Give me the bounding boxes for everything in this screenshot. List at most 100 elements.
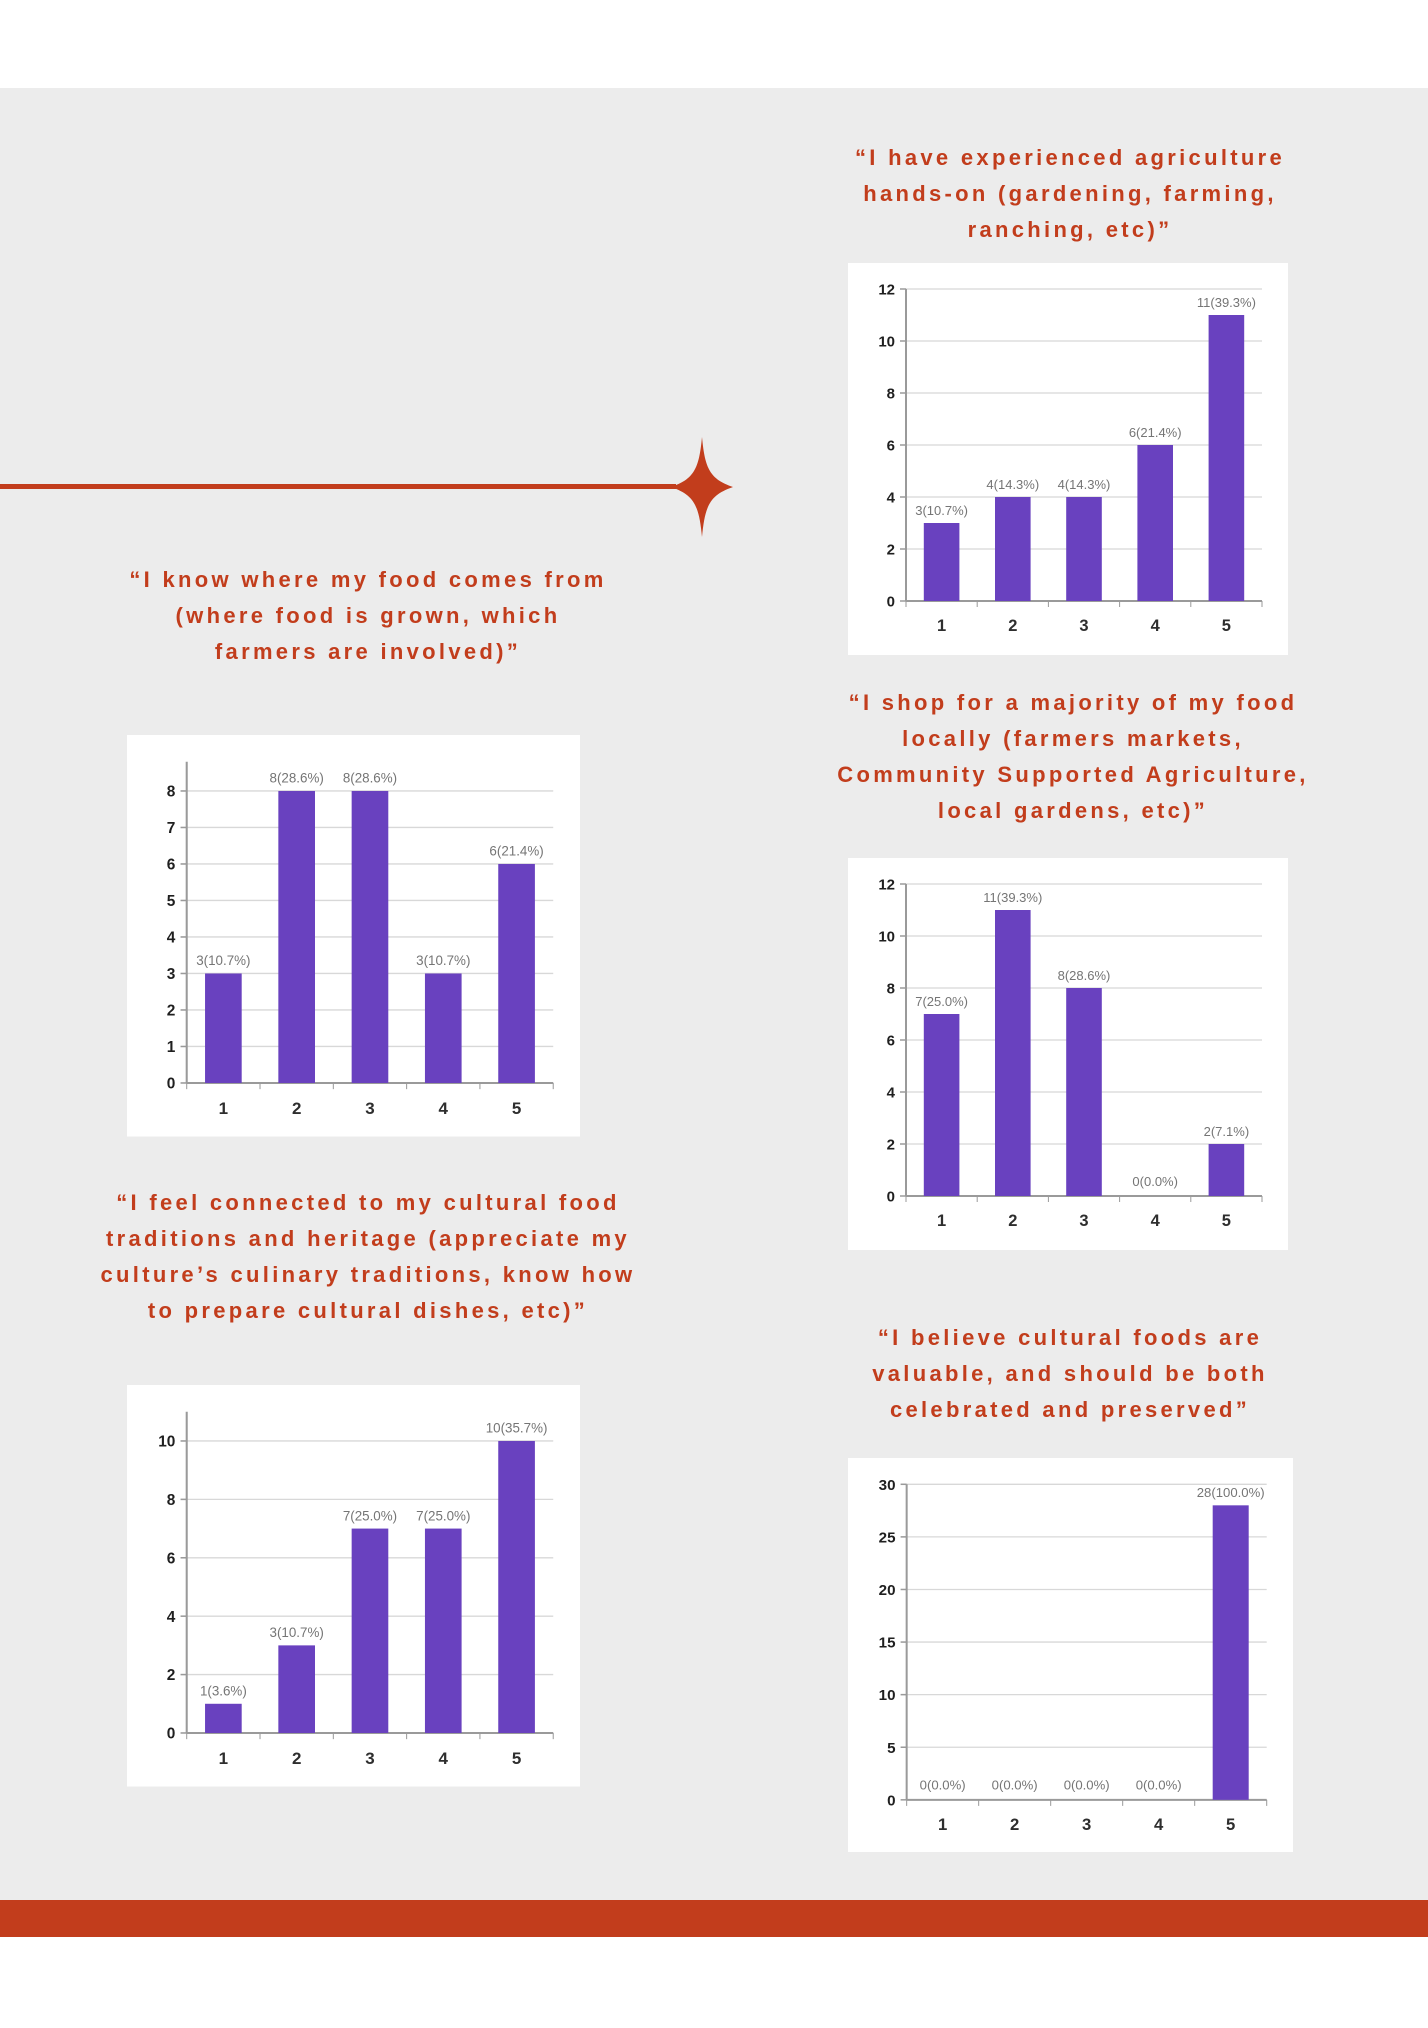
bar-chart-shop-locally: 0 2 4 6 8 10 12 7(25.0%) 1 11(39.3%) 2 8(28.6%) 3 0(0… <box>848 858 1288 1248</box>
svg-text:1(3.6%): 1(3.6%) <box>200 1684 247 1699</box>
svg-text:8(28.6%): 8(28.6%) <box>1058 968 1111 983</box>
svg-text:3: 3 <box>1079 617 1088 635</box>
chart-card: 0 2 4 6 8 10 12 7(25.0%) 1 11(39.3%) 2 8(28.6%) 3 0(0… <box>848 858 1288 1250</box>
svg-text:1: 1 <box>938 1815 947 1834</box>
svg-text:3: 3 <box>365 1099 374 1118</box>
svg-text:10: 10 <box>878 334 895 351</box>
svg-text:5: 5 <box>1222 1212 1231 1230</box>
svg-text:0(0.0%): 0(0.0%) <box>992 1778 1038 1793</box>
bar-chart-agriculture: 0 2 4 6 8 10 12 3(10.7%) 1 4(14.3%) 2 4(14.3%) 3 6(21… <box>848 263 1288 653</box>
svg-text:4: 4 <box>887 1085 896 1102</box>
svg-text:8: 8 <box>167 1492 176 1509</box>
svg-text:8: 8 <box>167 784 176 801</box>
chart-card: 0 5 10 15 20 25 30 0(0.0%) 1 0(0.0%) 2 0(0.0%) 3 0(0.… <box>848 1458 1293 1853</box>
svg-text:1: 1 <box>167 1039 176 1056</box>
svg-text:12: 12 <box>878 877 895 894</box>
svg-text:8: 8 <box>887 386 895 403</box>
svg-text:3: 3 <box>365 1749 374 1768</box>
svg-text:6: 6 <box>887 438 895 455</box>
svg-text:0: 0 <box>167 1076 176 1093</box>
svg-text:3(10.7%): 3(10.7%) <box>915 503 968 518</box>
svg-text:4: 4 <box>439 1099 449 1118</box>
svg-text:2: 2 <box>887 542 895 559</box>
svg-text:2: 2 <box>1008 1212 1017 1230</box>
svg-text:5: 5 <box>512 1749 521 1768</box>
bar-chart-cultural-foods-value: 0 5 10 15 20 25 30 0(0.0%) 1 0(0.0%) 2 0(0.0%) 3 0(0.… <box>848 1458 1293 1853</box>
chart-title: “I know where my food comes from (where … <box>129 567 607 664</box>
chart-title: “I feel connected to my cultural food tr… <box>100 1190 636 1323</box>
svg-text:0: 0 <box>167 1726 176 1743</box>
chart-title: “I believe cultural foods are valuable, … <box>872 1325 1268 1422</box>
svg-text:6(21.4%): 6(21.4%) <box>1129 425 1182 440</box>
svg-text:10: 10 <box>878 929 895 946</box>
svg-text:0(0.0%): 0(0.0%) <box>1132 1174 1178 1189</box>
svg-text:3: 3 <box>167 966 176 983</box>
svg-text:3(10.7%): 3(10.7%) <box>196 953 250 968</box>
svg-text:1: 1 <box>937 617 946 635</box>
svg-text:3: 3 <box>1082 1815 1091 1834</box>
svg-text:12: 12 <box>878 282 895 299</box>
svg-text:2: 2 <box>1008 617 1017 635</box>
svg-text:6: 6 <box>167 1550 176 1567</box>
svg-text:2: 2 <box>292 1099 301 1118</box>
svg-text:5: 5 <box>167 893 176 910</box>
svg-text:0(0.0%): 0(0.0%) <box>1136 1778 1182 1793</box>
chart-title: “I shop for a majority of my food locall… <box>837 690 1309 823</box>
chart-card: 0 2 4 6 8 10 1(3.6%) 1 3(10.7%) 2 7(25.0%) 3 7(25.0%… <box>127 1385 580 1787</box>
svg-text:3(10.7%): 3(10.7%) <box>416 953 470 968</box>
svg-text:2: 2 <box>292 1749 301 1768</box>
svg-text:1: 1 <box>219 1099 228 1118</box>
divider-line <box>0 484 676 489</box>
svg-text:10(35.7%): 10(35.7%) <box>486 1421 548 1436</box>
svg-text:30: 30 <box>879 1477 896 1494</box>
svg-text:7(25.0%): 7(25.0%) <box>416 1508 470 1523</box>
svg-text:10: 10 <box>158 1434 175 1451</box>
svg-text:4: 4 <box>1154 1815 1164 1834</box>
svg-text:4: 4 <box>439 1749 449 1768</box>
svg-text:7(25.0%): 7(25.0%) <box>343 1508 397 1523</box>
svg-text:4: 4 <box>887 490 896 507</box>
svg-text:5: 5 <box>1226 1815 1235 1834</box>
svg-text:0(0.0%): 0(0.0%) <box>1064 1778 1110 1793</box>
svg-text:4: 4 <box>167 1609 176 1626</box>
sparkle-icon <box>671 437 733 537</box>
svg-text:4: 4 <box>1151 617 1161 635</box>
svg-text:1: 1 <box>937 1212 946 1230</box>
svg-text:2(7.1%): 2(7.1%) <box>1204 1124 1250 1139</box>
footer-accent-bar <box>0 1900 1428 1937</box>
bar-chart-cultural-traditions: 0 2 4 6 8 10 1(3.6%) 1 3(10.7%) 2 7(25.0%) 3 7(25.0%… <box>127 1385 580 1787</box>
bar-chart-food-origin: 0 1 2 3 4 5 6 7 8 3(10.7%) 1 8(28.6%) 2 8(28.6%) 3 3(10… <box>127 735 580 1137</box>
svg-text:10: 10 <box>879 1687 896 1704</box>
svg-text:0(0.0%): 0(0.0%) <box>920 1778 966 1793</box>
svg-text:15: 15 <box>879 1635 896 1652</box>
chart-title: “I have experienced agriculture hands-on… <box>855 145 1285 242</box>
svg-text:2: 2 <box>1010 1815 1019 1834</box>
svg-text:2: 2 <box>887 1137 895 1154</box>
svg-text:5: 5 <box>887 1740 895 1757</box>
svg-text:4: 4 <box>167 930 176 947</box>
svg-text:6: 6 <box>167 857 176 874</box>
svg-text:6: 6 <box>887 1033 895 1050</box>
svg-text:5: 5 <box>512 1099 521 1118</box>
chart-card: 0 1 2 3 4 5 6 7 8 3(10.7%) 1 8(28.6%) 2 8(28.6%) 3 3(10… <box>127 735 580 1137</box>
svg-text:2: 2 <box>167 1667 176 1684</box>
svg-text:2: 2 <box>167 1003 176 1020</box>
svg-text:7(25.0%): 7(25.0%) <box>915 994 968 1009</box>
svg-text:3: 3 <box>1079 1212 1088 1230</box>
svg-text:7: 7 <box>167 820 176 837</box>
svg-text:0: 0 <box>887 594 895 611</box>
svg-text:20: 20 <box>879 1582 896 1599</box>
svg-text:4: 4 <box>1151 1212 1161 1230</box>
svg-text:0: 0 <box>887 1792 895 1809</box>
svg-text:3(10.7%): 3(10.7%) <box>270 1625 324 1640</box>
svg-text:5: 5 <box>1222 617 1231 635</box>
svg-text:28(100.0%): 28(100.0%) <box>1197 1485 1265 1500</box>
svg-text:4(14.3%): 4(14.3%) <box>1058 477 1111 492</box>
chart-card: 0 2 4 6 8 10 12 3(10.7%) 1 4(14.3%) 2 4(14.3%) 3 6(21… <box>848 263 1288 655</box>
svg-text:1: 1 <box>219 1749 228 1768</box>
svg-text:6(21.4%): 6(21.4%) <box>489 844 543 859</box>
svg-text:11(39.3%): 11(39.3%) <box>1197 295 1256 310</box>
svg-text:8(28.6%): 8(28.6%) <box>343 771 397 786</box>
svg-text:4(14.3%): 4(14.3%) <box>986 477 1039 492</box>
